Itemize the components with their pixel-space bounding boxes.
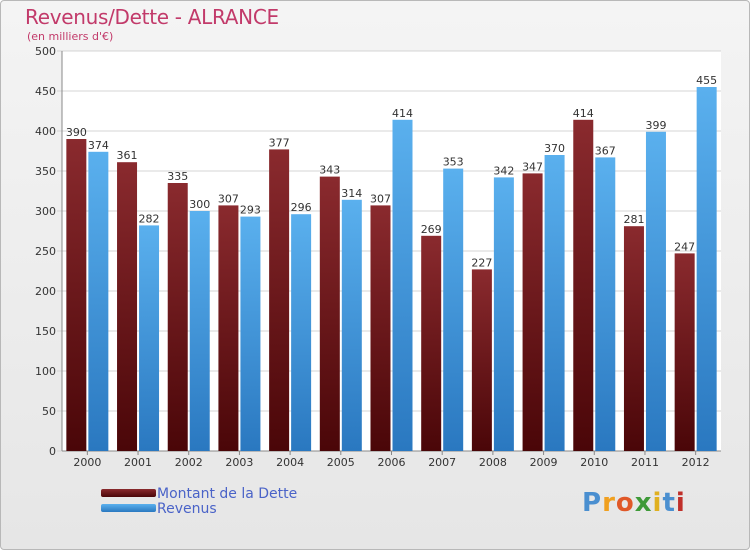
bar-revenus (645, 131, 666, 452)
legend-label-revenus: Revenus (157, 501, 217, 517)
x-tick-label: 2012 (682, 456, 710, 469)
logo-letter: x (634, 488, 653, 518)
legend-label-dette: Montant de la Dette (157, 486, 298, 502)
bar-dette (623, 226, 644, 451)
y-tick-label: 150 (35, 325, 56, 338)
x-tick-label: 2011 (631, 456, 659, 469)
bar-revenus (88, 151, 109, 452)
y-tick-label: 500 (35, 45, 56, 58)
x-tick-label: 2009 (530, 456, 558, 469)
bar-revenus (291, 214, 312, 451)
data-label: 390 (66, 126, 87, 139)
bar-dette (218, 205, 239, 451)
data-label: 367 (595, 144, 616, 157)
data-label: 335 (167, 170, 188, 183)
data-label: 269 (421, 223, 442, 236)
data-label: 414 (392, 107, 413, 120)
x-tick-label: 2001 (124, 456, 152, 469)
bar-dette (269, 149, 290, 451)
y-tick-label: 200 (35, 285, 56, 298)
data-label: 414 (573, 107, 594, 120)
data-label: 343 (319, 164, 340, 177)
bar-dette (117, 162, 138, 451)
data-label: 300 (189, 198, 210, 211)
y-tick-label: 450 (35, 85, 56, 98)
y-tick-label: 250 (35, 245, 56, 258)
bar-dette (421, 235, 442, 451)
logo-letter: o (615, 488, 635, 518)
legend-item-revenus: Revenus (101, 501, 361, 517)
bar-revenus (544, 155, 565, 451)
x-tick-label: 2010 (580, 456, 608, 469)
data-label: 370 (544, 142, 565, 155)
legend-swatch-dette (101, 489, 156, 497)
bar-revenus (341, 199, 362, 451)
bar-revenus (443, 168, 464, 451)
y-tick-label: 400 (35, 125, 56, 138)
x-tick-label: 2005 (327, 456, 355, 469)
data-label: 314 (341, 187, 362, 200)
bar-revenus (595, 157, 616, 451)
data-label: 347 (522, 160, 543, 173)
logo-letter: t (662, 488, 676, 518)
data-label: 361 (117, 149, 138, 162)
x-tick-label: 2006 (378, 456, 406, 469)
chart-title: Revenus/Dette - ALRANCE (25, 5, 279, 29)
x-tick-label: 2004 (276, 456, 304, 469)
data-label: 293 (240, 204, 261, 217)
x-tick-label: 2000 (73, 456, 101, 469)
legend-swatch-revenus (101, 504, 156, 512)
bar-revenus (493, 177, 514, 451)
data-label: 227 (471, 256, 492, 269)
legend-item-dette: Montant de la Dette (101, 486, 361, 502)
data-label: 455 (696, 74, 717, 87)
legend: Montant de la Dette Revenus (101, 486, 361, 517)
data-label: 307 (370, 192, 391, 205)
bar-dette (573, 119, 594, 452)
data-label: 399 (645, 119, 666, 132)
data-label: 353 (443, 156, 464, 169)
data-label: 307 (218, 192, 239, 205)
data-label: 281 (623, 213, 644, 226)
logo-letter: P (582, 488, 603, 518)
data-label: 282 (139, 212, 160, 225)
bar-dette (167, 183, 188, 451)
bar-dette (674, 253, 695, 451)
x-tick-label: 2003 (225, 456, 253, 469)
logo-letter: r (602, 488, 616, 518)
x-tick-label: 2002 (175, 456, 203, 469)
data-label: 247 (674, 240, 695, 253)
bar-revenus (696, 87, 717, 451)
bar-revenus (392, 119, 413, 452)
y-tick-label: 100 (35, 365, 56, 378)
x-tick-label: 2008 (479, 456, 507, 469)
data-label: 374 (88, 139, 109, 152)
data-label: 342 (493, 164, 514, 177)
proxiti-logo: Proxiti (582, 488, 686, 518)
y-tick-label: 350 (35, 165, 56, 178)
bar-dette (471, 269, 492, 451)
bar-revenus (189, 211, 210, 451)
bar-dette (522, 173, 543, 451)
bar-dette (66, 139, 87, 451)
y-tick-label: 300 (35, 205, 56, 218)
logo-letter: i (675, 488, 686, 518)
bar-revenus (139, 225, 160, 451)
data-label: 296 (291, 201, 312, 214)
bar-dette (319, 176, 340, 451)
bar-revenus (240, 216, 261, 451)
y-tick-label: 0 (49, 445, 56, 458)
y-tick-label: 50 (42, 405, 56, 418)
bar-dette (370, 205, 391, 451)
x-tick-label: 2007 (428, 456, 456, 469)
data-label: 377 (269, 136, 290, 149)
logo-letter: i (652, 488, 663, 518)
chart-subtitle: (en milliers d'€) (27, 30, 114, 43)
